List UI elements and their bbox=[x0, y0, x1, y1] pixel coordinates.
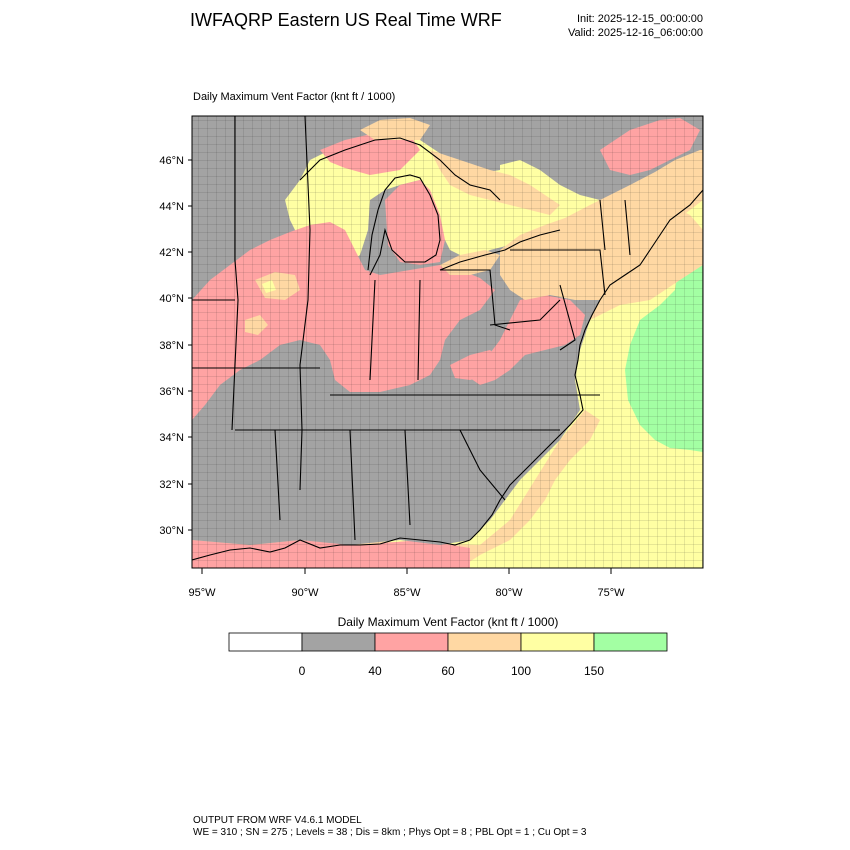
lat-label: 34°N bbox=[159, 432, 184, 444]
county-texture bbox=[192, 116, 703, 568]
lon-label: 95°W bbox=[188, 587, 216, 599]
lat-label: 46°N bbox=[159, 155, 184, 167]
valid-time: Valid: 2025-12-16_06:00:00 bbox=[568, 27, 703, 39]
colorbar-title: Daily Maximum Vent Factor (knt ft / 1000… bbox=[338, 615, 559, 629]
lat-label: 32°N bbox=[159, 479, 184, 491]
lon-label: 75°W bbox=[597, 587, 625, 599]
colorbar-label: 150 bbox=[584, 664, 604, 678]
lon-label: 80°W bbox=[495, 587, 523, 599]
init-time: Init: 2025-12-15_00:00:00 bbox=[577, 13, 703, 25]
footer-config: WE = 310 ; SN = 275 ; Levels = 38 ; Dis … bbox=[193, 827, 587, 838]
colorbar-label: 60 bbox=[441, 664, 455, 678]
colorbar-label: 0 bbox=[299, 664, 306, 678]
latitude-axis: 46°N 44°N 42°N 40°N 38°N 36°N 34°N 32°N 30°N bbox=[159, 155, 192, 537]
plot-subtitle: Daily Maximum Vent Factor (knt ft / 1000… bbox=[193, 91, 396, 103]
colorbar-swatch bbox=[593, 632, 668, 652]
boundaries bbox=[192, 116, 703, 561]
lat-label: 44°N bbox=[159, 201, 184, 213]
colorbar: 0 40 60 100 150 bbox=[228, 632, 668, 678]
great-lakes-outline bbox=[299, 137, 561, 276]
footer-model: OUTPUT FROM WRF V4.6.1 MODEL bbox=[193, 815, 362, 826]
longitude-axis: 95°W 90°W 85°W 80°W 75°W bbox=[188, 568, 625, 599]
atlantic-coast bbox=[469, 189, 703, 541]
colorbar-swatch bbox=[374, 632, 449, 652]
colorbar-swatch bbox=[520, 632, 595, 652]
lat-label: 36°N bbox=[159, 386, 184, 398]
state-lines bbox=[192, 116, 631, 541]
lon-label: 90°W bbox=[291, 587, 319, 599]
lat-label: 40°N bbox=[159, 293, 184, 305]
colorbar-swatch bbox=[301, 632, 376, 652]
colorbar-swatch bbox=[228, 632, 303, 652]
lat-label: 38°N bbox=[159, 340, 184, 352]
map-frame bbox=[191, 115, 704, 569]
map-field bbox=[192, 116, 703, 568]
lat-label: 42°N bbox=[159, 247, 184, 259]
lon-label: 85°W bbox=[393, 587, 421, 599]
colorbar-swatch bbox=[447, 632, 522, 652]
lat-label: 30°N bbox=[159, 525, 184, 537]
colorbar-label: 100 bbox=[511, 664, 531, 678]
gulf-coast bbox=[192, 537, 471, 561]
map-title: IWFAQRP Eastern US Real Time WRF bbox=[190, 10, 502, 30]
colorbar-label: 40 bbox=[368, 664, 382, 678]
